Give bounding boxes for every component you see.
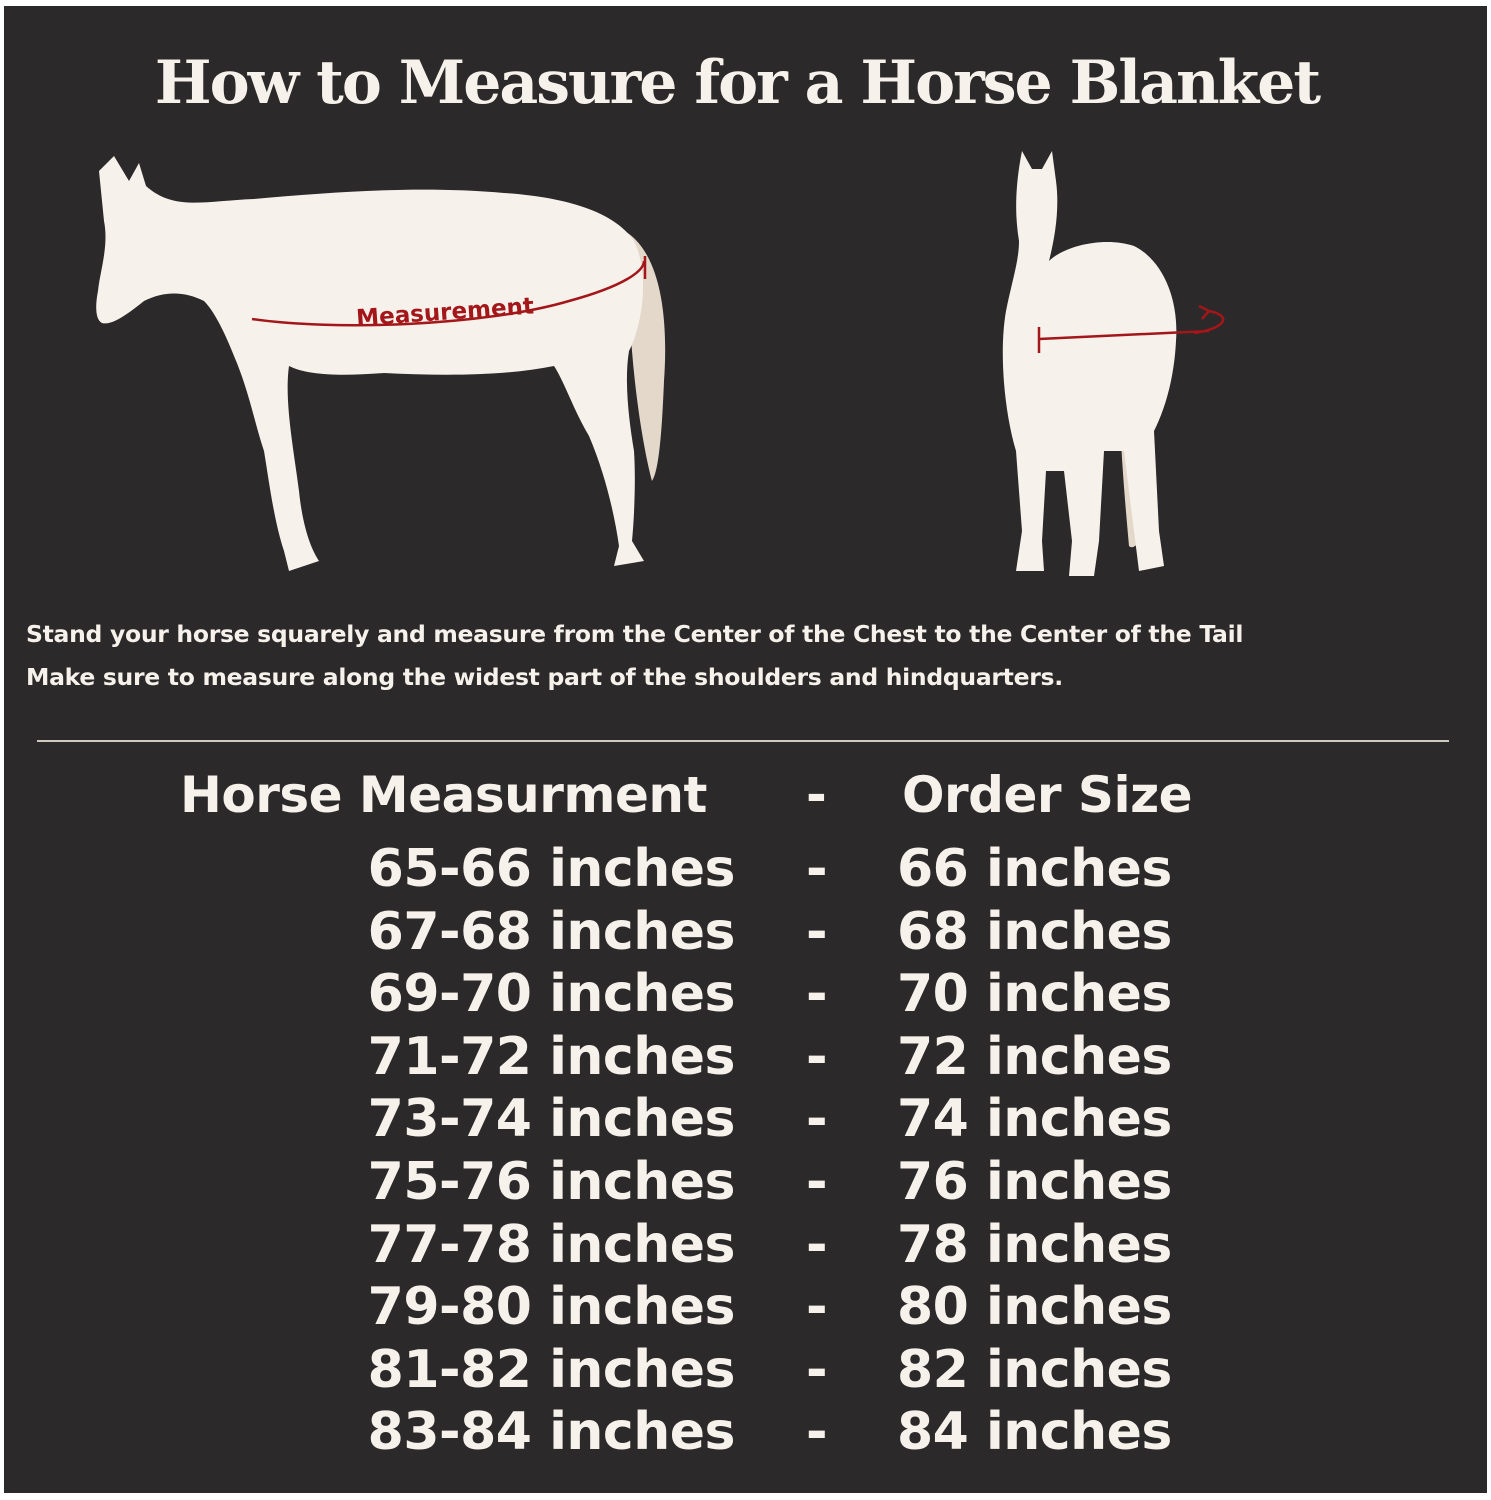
table-row: 83-84 inches - 84 inches: [4, 1401, 1487, 1463]
separator-cell: -: [806, 1214, 828, 1275]
measurement-cell: 83-84 inches: [367, 1402, 736, 1463]
header-order-size: Order Size: [902, 766, 1193, 824]
infographic-panel: How to Measure for a Horse Blanket Measu…: [4, 6, 1487, 1493]
measurement-cell: 69-70 inches: [367, 964, 736, 1025]
horse-front-view-illustration: [1002, 151, 1225, 576]
girth-measurement-line: [1038, 329, 1210, 341]
table-row: 75-76 inches - 76 inches: [4, 1151, 1487, 1213]
order-size-cell: 66 inches: [897, 839, 1172, 899]
header-separator: -: [806, 766, 827, 824]
order-size-cell: 84 inches: [897, 1402, 1172, 1463]
separator-cell: -: [806, 1339, 828, 1400]
separator-cell: -: [806, 1277, 828, 1338]
measurement-line: [251, 260, 646, 327]
measurement-cell: 75-76 inches: [367, 1152, 736, 1212]
separator-cell: -: [806, 901, 828, 962]
separator-cell: -: [806, 964, 828, 1025]
separator-cell: -: [806, 1402, 828, 1463]
separator-cell: -: [806, 839, 828, 899]
measurement-cell: 73-74 inches: [367, 1089, 736, 1150]
page-title: How to Measure for a Horse Blanket: [154, 48, 1321, 118]
horse-body: [96, 156, 645, 571]
measurement-cell: 77-78 inches: [367, 1214, 736, 1275]
order-size-cell: 72 inches: [897, 1026, 1172, 1087]
order-size-cell: 74 inches: [897, 1089, 1172, 1150]
table-row: 69-70 inches - 70 inches: [4, 963, 1487, 1025]
horse-side-view-illustration: Measurement: [96, 156, 666, 571]
measurement-cell: 65-66 inches: [367, 839, 736, 899]
measurement-cell: 67-68 inches: [367, 901, 736, 962]
separator-cell: -: [806, 1089, 828, 1150]
order-size-cell: 82 inches: [897, 1339, 1172, 1400]
girth-arrow-icon: [1193, 304, 1225, 335]
table-row: 73-74 inches - 74 inches: [4, 1088, 1487, 1150]
table-row: 77-78 inches - 78 inches: [4, 1214, 1487, 1276]
measurement-cell: 79-80 inches: [367, 1277, 736, 1338]
order-size-cell: 76 inches: [897, 1152, 1172, 1212]
order-size-cell: 78 inches: [897, 1214, 1172, 1275]
measurement-cell: 81-82 inches: [367, 1339, 736, 1400]
separator-cell: -: [806, 1026, 828, 1087]
order-size-cell: 80 inches: [897, 1277, 1172, 1338]
instruction-line-2: Make sure to measure along the widest pa…: [26, 663, 1063, 691]
instruction-line-1: Stand your horse squarely and measure fr…: [26, 620, 1244, 648]
horse-front-body: [1002, 151, 1177, 576]
measurement-cell: 71-72 inches: [367, 1026, 736, 1087]
table-row: 81-82 inches - 82 inches: [4, 1339, 1487, 1401]
table-row: 71-72 inches - 72 inches: [4, 1026, 1487, 1088]
order-size-cell: 70 inches: [897, 964, 1172, 1025]
table-row: 67-68 inches - 68 inches: [4, 901, 1487, 963]
order-size-cell: 68 inches: [897, 901, 1172, 962]
divider: [37, 740, 1449, 742]
header-horse-measurement: Horse Measurment: [180, 766, 707, 824]
separator-cell: -: [806, 1152, 828, 1212]
table-row: 79-80 inches - 80 inches: [4, 1276, 1487, 1338]
table-row: 65-66 inches - 66 inches: [4, 838, 1487, 900]
